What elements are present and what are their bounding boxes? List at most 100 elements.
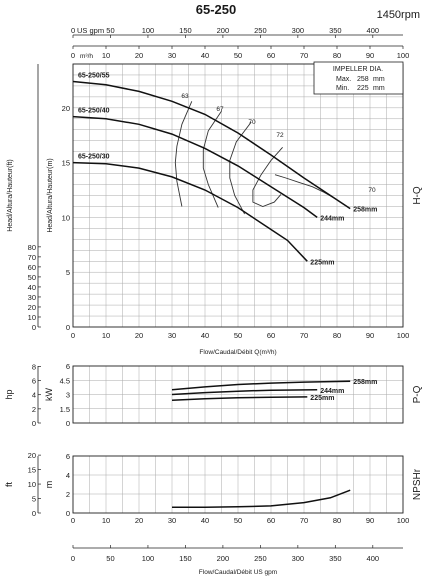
x-tick-label: 40 — [201, 516, 209, 525]
y-axis-label: m — [44, 481, 54, 489]
x-tick-label: 100 — [397, 331, 410, 340]
x-tick-label: 80 — [333, 516, 341, 525]
y-axis-label: Head/Altura/Hauteur(m) — [47, 158, 54, 232]
outer-y-tick-label: 10 — [28, 480, 36, 489]
impeller-end-label: 244mm — [320, 215, 344, 222]
outer-y-tick-label: 40 — [28, 283, 36, 292]
impeller-max-value: 258 — [357, 76, 369, 83]
outer-y-tick-label: 60 — [28, 263, 36, 272]
chart-title: 65-250 — [196, 2, 236, 17]
bottom-gpm-tick-label: 50 — [106, 554, 114, 563]
y-tick-label: 0 — [66, 509, 70, 518]
outer-y-tick-label: 30 — [28, 293, 36, 302]
power-curve — [171, 380, 351, 391]
y-axis-label: kW — [44, 388, 54, 402]
x-tick-label: 0 — [71, 516, 75, 525]
outer-y-tick-label: 80 — [28, 243, 36, 252]
panel-label: P-Q — [412, 385, 423, 403]
efficiency-contour — [202, 110, 222, 208]
outer-y-tick-label: 5 — [32, 495, 36, 504]
top-gpm-tick-label: 50 — [106, 26, 114, 35]
x-tick-label: 50 — [234, 516, 242, 525]
outer-y-tick-label: 4 — [32, 391, 36, 400]
top-m3h-tick-label: 0 — [71, 51, 75, 60]
bottom-gpm-tick-label: 250 — [254, 554, 267, 563]
y-tick-label: 6 — [66, 452, 70, 461]
power-curve-label: 225mm — [310, 395, 334, 402]
top-m3h-tick-label: 70 — [300, 51, 308, 60]
power-curve — [171, 389, 318, 396]
y-tick-label: 15 — [62, 159, 70, 168]
x-tick-label: 40 — [201, 331, 209, 340]
speed-label: 1450rpm — [377, 9, 420, 21]
outer-y-tick-label: 0 — [32, 323, 36, 332]
top-m3h-tick-label: 40 — [201, 51, 209, 60]
annotations: 0 50 100 150 200 250 300 350 400 Flow/Caudal/Débi… — [71, 545, 403, 576]
efficiency-contour — [229, 121, 252, 215]
top-m3h-tick-label: 100 — [397, 51, 410, 60]
top-gpm-tick-label: 350 — [329, 26, 342, 35]
power-curve-label: 244mm — [320, 388, 344, 395]
outer-y-axis-label: hp — [4, 389, 14, 399]
bottom-gpm-tick-label: 100 — [142, 554, 155, 563]
x-tick-label: 20 — [135, 331, 143, 340]
model-label: 65-250/40 — [78, 108, 110, 115]
y-tick-label: 1.5 — [60, 405, 70, 414]
top-gpm-tick-label: 300 — [292, 26, 305, 35]
impeller-min-label: Min. — [336, 85, 349, 92]
top-m3h-tick-label: 50 — [234, 51, 242, 60]
top-gpm-tick-label: 400 — [367, 26, 380, 35]
y-tick-label: 0 — [66, 323, 70, 332]
x-tick-label: 60 — [267, 516, 275, 525]
x-tick-label: 80 — [333, 331, 341, 340]
x-tick-label: 30 — [168, 331, 176, 340]
outer-y-axis-label: Head/Altura/Hauteur(ft) — [7, 159, 14, 231]
y-tick-label: 3 — [66, 391, 70, 400]
top-m3h-tick-label: 60 — [267, 51, 275, 60]
bottom-gpm-tick-label: 300 — [292, 554, 305, 563]
outer-y-tick-label: 20 — [28, 451, 36, 460]
outer-y-tick-label: 15 — [28, 466, 36, 475]
model-label: 65-250/55 — [78, 73, 110, 80]
x-tick-label: 30 — [168, 516, 176, 525]
outer-y-tick-label: 8 — [32, 362, 36, 371]
top-m3h-tick-label: 90 — [366, 51, 374, 60]
impeller-min-unit: mm — [373, 85, 385, 92]
y-tick-label: 4.5 — [60, 376, 70, 385]
top-gpm-tick-label: 200 — [217, 26, 230, 35]
efficiency-label: 67 — [216, 106, 224, 113]
x-tick-label: 10 — [102, 516, 110, 525]
y-tick-label: 20 — [62, 104, 70, 113]
x-tick-label: 50 — [234, 331, 242, 340]
npsh-curve — [172, 489, 351, 509]
efficiency-label: 70 — [248, 119, 256, 126]
top-m3h-unit: m³/h — [80, 53, 93, 60]
y-tick-label: 0 — [66, 419, 70, 428]
x-tick-label: 90 — [366, 516, 374, 525]
outer-y-tick-label: 20 — [28, 303, 36, 312]
bottom-gpm-tick-label: 150 — [179, 554, 192, 563]
y-tick-label: 10 — [62, 213, 70, 222]
bottom-axis-label: Flow/Caudal/Débit US gpm — [199, 569, 277, 576]
efficiency-label: 72 — [276, 132, 284, 139]
plot-frame — [72, 63, 404, 328]
outer-y-axis-label: ft — [4, 482, 14, 488]
outer-y-tick-label: 10 — [28, 313, 36, 322]
impeller-max-label: Max. — [336, 76, 351, 83]
top-gpm-tick-label: 250 — [254, 26, 267, 35]
panel-label: H-Q — [412, 186, 423, 205]
y-tick-label: 6 — [66, 362, 70, 371]
x-tick-label: 20 — [135, 516, 143, 525]
hq-curve — [72, 161, 308, 262]
impeller-end-label: 225mm — [310, 259, 334, 266]
x-tick-label: 60 — [267, 331, 275, 340]
top-m3h-tick-label: 10 — [102, 51, 110, 60]
top-m3h-tick-label: 30 — [168, 51, 176, 60]
x-tick-label: 10 — [102, 331, 110, 340]
impeller-max-unit: mm — [373, 76, 385, 83]
model-label: 65-250/30 — [78, 154, 110, 161]
top-gpm-tick-label: 100 — [142, 26, 155, 35]
outer-y-tick-label: 70 — [28, 253, 36, 262]
